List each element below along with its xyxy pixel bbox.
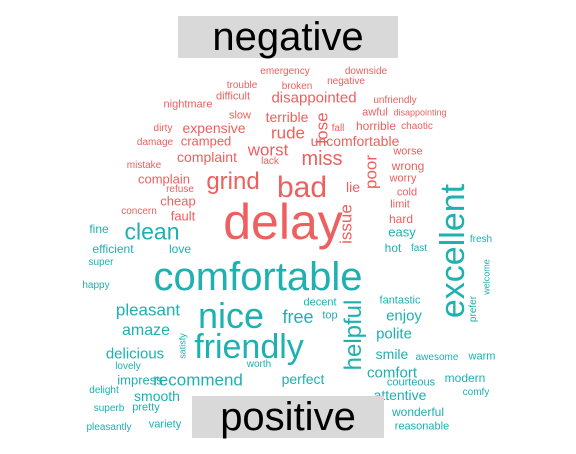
negative-word: trouble xyxy=(226,80,258,91)
negative-word: expensive xyxy=(182,120,246,136)
positive-word: attentive xyxy=(373,387,427,403)
positive-word: pleasantly xyxy=(86,422,132,433)
positive-word: delight xyxy=(89,385,119,396)
negative-word: issue xyxy=(336,204,356,244)
positive-word: efficient xyxy=(92,242,134,256)
negative-word: wrong xyxy=(391,159,425,173)
negative-word: chaotic xyxy=(401,121,433,132)
negative-word: awful xyxy=(362,106,388,119)
negative-word: slow xyxy=(228,109,252,122)
positive-word: impress xyxy=(117,372,163,388)
positive-word: friendly xyxy=(194,328,304,366)
negative-word: fault xyxy=(170,208,196,224)
negative-word: fall xyxy=(331,123,345,134)
negative-word: miss xyxy=(301,148,343,170)
positive-word: pleasant xyxy=(115,300,181,320)
negative-label: negative xyxy=(178,16,398,58)
positive-word: smooth xyxy=(134,388,180,404)
positive-word: welcome xyxy=(481,259,492,295)
positive-word: happy xyxy=(82,280,110,291)
positive-word: modern xyxy=(444,371,486,385)
positive-word: smile xyxy=(375,346,409,362)
negative-word: poor xyxy=(361,154,381,190)
positive-word: courteous xyxy=(386,376,436,389)
positive-word: super xyxy=(88,257,114,268)
positive-label: positive xyxy=(192,396,384,438)
positive-word: wonderful xyxy=(391,405,445,419)
positive-word: nice xyxy=(197,295,265,336)
negative-word: negative xyxy=(327,76,365,87)
positive-word: superb xyxy=(93,403,125,414)
positive-word: reasonable xyxy=(394,420,450,433)
positive-word: love xyxy=(168,242,192,256)
negative-word: complain xyxy=(137,171,191,187)
positive-word: polite xyxy=(376,325,412,343)
positive-word: clean xyxy=(124,218,180,245)
negative-word: unfriendly xyxy=(373,95,417,106)
negative-word: delay xyxy=(223,194,343,250)
positive-word: warm xyxy=(468,350,496,363)
negative-word: disappointed xyxy=(271,89,357,107)
positive-word: lovely xyxy=(115,361,141,372)
negative-word: grind xyxy=(206,168,260,195)
positive-word: easy xyxy=(388,224,416,240)
positive-word: fast xyxy=(410,243,428,254)
negative-word: horrible xyxy=(355,119,397,133)
negative-word: damage xyxy=(136,137,174,148)
negative-word: cheap xyxy=(160,193,196,209)
negative-word: mistake xyxy=(126,160,162,171)
negative-word: rude xyxy=(270,123,306,143)
positive-word: comfortable xyxy=(153,255,363,299)
positive-word: hot xyxy=(384,241,402,255)
negative-word: difficult xyxy=(215,90,251,103)
positive-word: comfort xyxy=(366,364,418,382)
positive-word: fresh xyxy=(469,234,493,245)
positive-word: delicious xyxy=(105,345,165,363)
positive-word: pretty xyxy=(132,401,160,414)
negative-word: dirty xyxy=(153,123,173,134)
positive-word: top xyxy=(322,309,338,322)
positive-word: variety xyxy=(148,418,182,431)
negative-word: worse xyxy=(393,145,423,158)
negative-word: emergency xyxy=(260,66,310,77)
positive-word: helpful xyxy=(340,299,367,371)
negative-word: downside xyxy=(344,66,388,77)
negative-word: uncomfortable xyxy=(310,133,400,149)
positive-word: comfy xyxy=(462,387,490,398)
positive-word: satisfy xyxy=(177,333,188,359)
negative-word: worry xyxy=(389,172,417,185)
negative-word: lie xyxy=(345,179,361,195)
positive-word: worth xyxy=(246,359,272,370)
positive-word: decent xyxy=(303,296,337,309)
negative-word: bad xyxy=(276,171,328,204)
positive-word: excellent xyxy=(434,183,472,319)
negative-word: hard xyxy=(388,212,414,226)
negative-word: disappointing xyxy=(393,107,447,118)
positive-word: recommend xyxy=(153,370,243,390)
negative-word: broken xyxy=(281,81,313,92)
positive-word: free xyxy=(282,307,314,327)
positive-word: fantastic xyxy=(379,294,421,307)
negative-word: cold xyxy=(396,186,418,199)
positive-word: enjoy xyxy=(386,307,422,325)
positive-word: fine xyxy=(89,222,109,236)
negative-word: nightmare xyxy=(163,98,213,111)
positive-word: perfect xyxy=(281,371,325,387)
negative-word: lack xyxy=(261,156,279,167)
negative-word: concern xyxy=(121,206,157,217)
positive-word: awesome xyxy=(415,352,459,363)
negative-word: terrible xyxy=(265,109,309,125)
negative-word: cramped xyxy=(180,133,232,149)
negative-word: refuse xyxy=(166,184,194,195)
negative-word: worst xyxy=(247,140,289,160)
negative-word: complaint xyxy=(177,149,237,165)
positive-word: amaze xyxy=(121,322,171,339)
negative-word: limit xyxy=(390,198,410,211)
positive-word: prefer xyxy=(468,295,479,323)
